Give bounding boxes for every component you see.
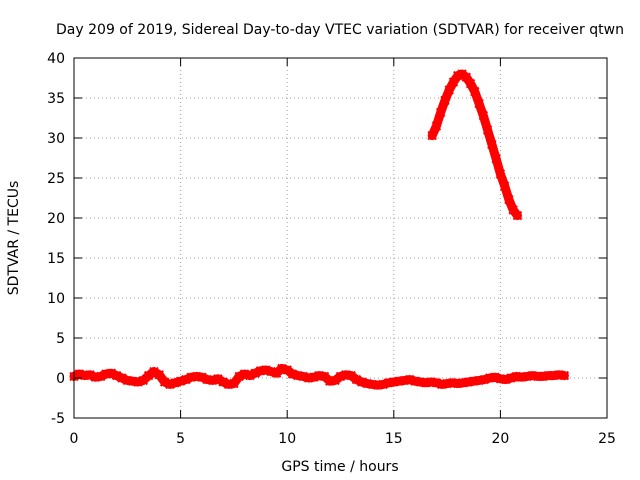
x-axis-label: GPS time / hours xyxy=(281,459,398,475)
data-point xyxy=(287,369,298,379)
data-point xyxy=(506,373,516,383)
data-point xyxy=(213,374,223,384)
y-tick-label: 40 xyxy=(47,51,65,67)
axis-ticks: -5 0 5 10 15 20 25 30 35 40 0 5 10 15 20 25 xyxy=(47,51,616,447)
data-series xyxy=(69,69,570,390)
data-point xyxy=(117,373,127,383)
data-point xyxy=(250,368,260,378)
data-point xyxy=(491,154,501,164)
data-point xyxy=(490,372,500,382)
data-point xyxy=(499,181,510,191)
x-tick-label: 20 xyxy=(491,431,509,447)
data-point xyxy=(106,368,117,378)
y-axis-label: SDTVAR / TECUs xyxy=(6,181,22,296)
data-point xyxy=(495,169,506,179)
data-point xyxy=(431,378,442,388)
data-point xyxy=(133,377,143,387)
data-point xyxy=(149,366,159,377)
data-point xyxy=(448,77,459,87)
y-tick-label: 0 xyxy=(56,371,65,387)
series-low-band xyxy=(69,363,570,390)
data-point xyxy=(154,370,164,380)
data-point xyxy=(277,363,287,374)
y-tick-label: 15 xyxy=(47,251,65,267)
x-tick-label: 15 xyxy=(385,431,403,447)
data-point xyxy=(229,378,239,389)
y-tick-label: 5 xyxy=(56,331,65,347)
data-point xyxy=(435,107,446,118)
data-point xyxy=(261,365,271,375)
y-tick-label: 10 xyxy=(47,291,65,307)
chart-title: Day 209 of 2019, Sidereal Day-to-day VTE… xyxy=(56,22,624,38)
data-point xyxy=(298,371,308,382)
data-point xyxy=(440,95,450,106)
data-point xyxy=(405,374,415,385)
data-point xyxy=(175,376,186,386)
data-point xyxy=(234,371,244,382)
data-point xyxy=(111,370,122,381)
x-tick-label: 25 xyxy=(598,431,616,447)
series-high-arc xyxy=(427,69,523,221)
data-point xyxy=(95,371,106,382)
data-point xyxy=(461,72,471,82)
y-tick-label: 35 xyxy=(47,91,65,107)
data-point xyxy=(378,379,388,390)
x-tick-label: 0 xyxy=(70,431,79,447)
data-point xyxy=(207,375,218,386)
data-point xyxy=(266,366,276,377)
data-point xyxy=(165,379,175,390)
data-point xyxy=(357,377,367,387)
data-point xyxy=(245,370,255,381)
data-point xyxy=(218,377,228,387)
data-point xyxy=(74,369,85,379)
data-point xyxy=(444,85,454,95)
data-point xyxy=(479,374,490,385)
data-point xyxy=(351,374,362,385)
data-point xyxy=(482,125,493,135)
x-tick-label: 10 xyxy=(278,431,296,447)
data-point xyxy=(309,372,319,382)
data-point xyxy=(504,194,514,205)
data-point xyxy=(85,370,95,380)
data-point xyxy=(478,110,489,121)
data-point xyxy=(512,210,523,221)
data-point xyxy=(181,374,191,385)
x-tick-label: 5 xyxy=(176,431,185,447)
data-point xyxy=(487,139,497,150)
y-tick-label: -5 xyxy=(51,411,65,427)
data-point xyxy=(239,369,250,379)
y-tick-label: 20 xyxy=(47,211,65,227)
y-tick-label: 25 xyxy=(47,171,65,187)
y-tick-label: 30 xyxy=(47,131,65,147)
data-point xyxy=(159,377,170,387)
data-point xyxy=(197,372,207,382)
data-point xyxy=(170,378,180,388)
data-point xyxy=(335,371,346,382)
data-point xyxy=(465,78,476,89)
data-point xyxy=(470,86,480,97)
data-point xyxy=(427,130,437,141)
plot-frame xyxy=(73,57,608,419)
data-point xyxy=(559,370,570,381)
data-point xyxy=(474,98,484,109)
data-point xyxy=(501,374,511,385)
data-point xyxy=(431,121,442,131)
